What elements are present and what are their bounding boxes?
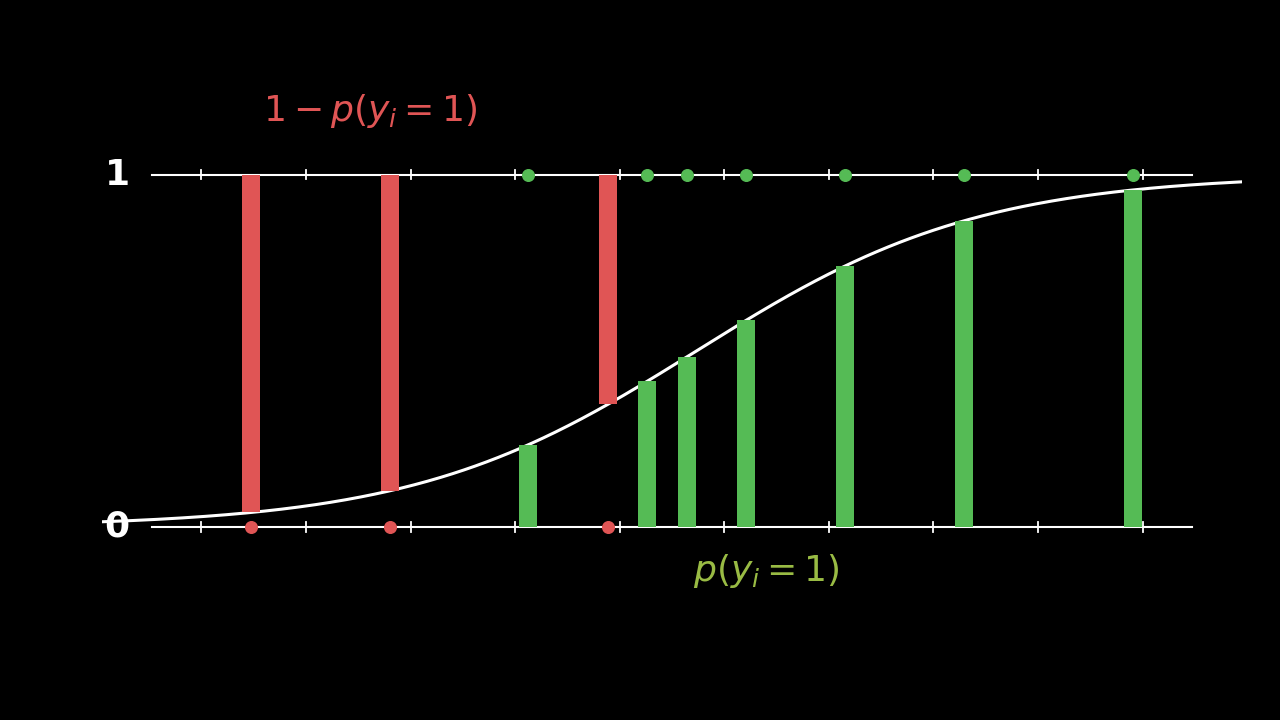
Text: 1: 1 <box>105 158 129 192</box>
Bar <box>836 266 854 527</box>
Point <box>736 168 756 180</box>
Point <box>637 168 658 180</box>
Text: $p(y_i = 1)$: $p(y_i = 1)$ <box>692 552 840 590</box>
Bar <box>520 445 538 527</box>
Bar <box>955 221 973 527</box>
Bar <box>599 174 617 405</box>
Bar <box>1124 190 1142 527</box>
Text: $1 - p(y_i = 1)$: $1 - p(y_i = 1)$ <box>262 92 477 130</box>
Point <box>241 521 261 533</box>
Point <box>835 168 855 180</box>
Bar <box>639 382 657 527</box>
Point <box>518 168 539 180</box>
Bar <box>737 320 755 527</box>
Bar <box>242 174 260 513</box>
Point <box>954 168 974 180</box>
Point <box>379 521 399 533</box>
Point <box>1123 168 1143 180</box>
Point <box>598 521 618 533</box>
Bar <box>380 174 398 491</box>
Bar <box>678 357 696 527</box>
Point <box>677 168 698 180</box>
Text: 0: 0 <box>105 510 129 544</box>
